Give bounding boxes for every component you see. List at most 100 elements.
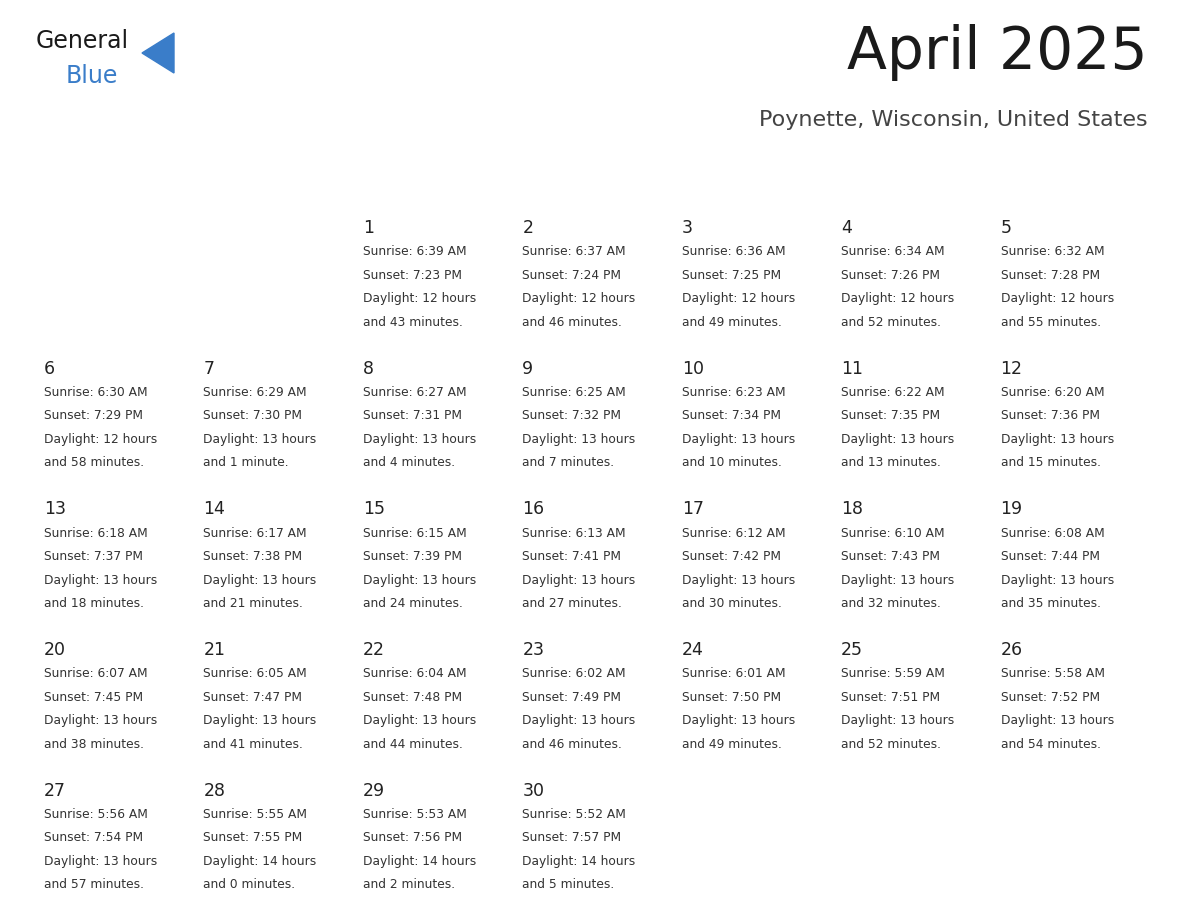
- Text: Daylight: 13 hours: Daylight: 13 hours: [362, 433, 476, 446]
- Text: Daylight: 13 hours: Daylight: 13 hours: [841, 574, 954, 587]
- Text: 2: 2: [523, 219, 533, 237]
- Text: 13: 13: [44, 500, 67, 519]
- Text: Sunset: 7:32 PM: Sunset: 7:32 PM: [523, 409, 621, 422]
- Text: and 35 minutes.: and 35 minutes.: [1000, 597, 1100, 610]
- Text: Sunrise: 6:34 AM: Sunrise: 6:34 AM: [841, 245, 944, 258]
- Text: Sunset: 7:34 PM: Sunset: 7:34 PM: [682, 409, 781, 422]
- Text: Daylight: 13 hours: Daylight: 13 hours: [362, 714, 476, 727]
- Text: Tuesday: Tuesday: [366, 174, 440, 188]
- Text: Daylight: 13 hours: Daylight: 13 hours: [203, 714, 317, 727]
- Text: 20: 20: [44, 641, 67, 659]
- Text: Daylight: 14 hours: Daylight: 14 hours: [523, 855, 636, 868]
- Text: 9: 9: [523, 360, 533, 378]
- Text: and 54 minutes.: and 54 minutes.: [1000, 738, 1100, 751]
- Text: Daylight: 13 hours: Daylight: 13 hours: [44, 855, 157, 868]
- Text: Sunset: 7:26 PM: Sunset: 7:26 PM: [841, 269, 940, 282]
- Text: Daylight: 13 hours: Daylight: 13 hours: [841, 714, 954, 727]
- Text: Daylight: 12 hours: Daylight: 12 hours: [841, 292, 954, 306]
- Text: and 52 minutes.: and 52 minutes.: [841, 738, 941, 751]
- Text: Sunrise: 6:07 AM: Sunrise: 6:07 AM: [44, 667, 147, 680]
- Text: Daylight: 13 hours: Daylight: 13 hours: [362, 574, 476, 587]
- Text: Sunrise: 6:25 AM: Sunrise: 6:25 AM: [523, 386, 626, 399]
- Text: Daylight: 13 hours: Daylight: 13 hours: [203, 574, 317, 587]
- Text: Sunrise: 6:13 AM: Sunrise: 6:13 AM: [523, 527, 626, 540]
- Text: 5: 5: [1000, 219, 1011, 237]
- Text: Sunrise: 6:08 AM: Sunrise: 6:08 AM: [1000, 527, 1105, 540]
- Text: 7: 7: [203, 360, 214, 378]
- Text: 3: 3: [682, 219, 693, 237]
- Text: Sunrise: 6:01 AM: Sunrise: 6:01 AM: [682, 667, 785, 680]
- Text: and 52 minutes.: and 52 minutes.: [841, 316, 941, 329]
- Text: Sunrise: 6:36 AM: Sunrise: 6:36 AM: [682, 245, 785, 258]
- Text: and 4 minutes.: and 4 minutes.: [362, 456, 455, 469]
- Text: Sunset: 7:51 PM: Sunset: 7:51 PM: [841, 690, 940, 704]
- Text: 12: 12: [1000, 360, 1023, 378]
- Text: 27: 27: [44, 781, 67, 800]
- Text: and 58 minutes.: and 58 minutes.: [44, 456, 144, 469]
- Text: Sunset: 7:45 PM: Sunset: 7:45 PM: [44, 690, 143, 704]
- Text: Daylight: 14 hours: Daylight: 14 hours: [203, 855, 317, 868]
- Text: Daylight: 12 hours: Daylight: 12 hours: [682, 292, 795, 306]
- Text: Sunrise: 6:17 AM: Sunrise: 6:17 AM: [203, 527, 307, 540]
- Polygon shape: [143, 33, 173, 73]
- Text: Sunset: 7:38 PM: Sunset: 7:38 PM: [203, 550, 303, 563]
- Text: Sunset: 7:48 PM: Sunset: 7:48 PM: [362, 690, 462, 704]
- Text: Sunrise: 6:05 AM: Sunrise: 6:05 AM: [203, 667, 308, 680]
- Text: Daylight: 13 hours: Daylight: 13 hours: [44, 714, 157, 727]
- Text: 22: 22: [362, 641, 385, 659]
- Text: Sunrise: 5:55 AM: Sunrise: 5:55 AM: [203, 808, 308, 821]
- Text: Daylight: 12 hours: Daylight: 12 hours: [44, 433, 157, 446]
- Text: and 0 minutes.: and 0 minutes.: [203, 879, 296, 891]
- Text: Daylight: 14 hours: Daylight: 14 hours: [362, 855, 476, 868]
- Text: 30: 30: [523, 781, 544, 800]
- Text: Daylight: 13 hours: Daylight: 13 hours: [682, 433, 795, 446]
- Text: and 1 minute.: and 1 minute.: [203, 456, 289, 469]
- Text: Sunday: Sunday: [48, 174, 114, 188]
- Text: and 46 minutes.: and 46 minutes.: [523, 738, 623, 751]
- Text: Sunset: 7:42 PM: Sunset: 7:42 PM: [682, 550, 781, 563]
- Text: Sunset: 7:50 PM: Sunset: 7:50 PM: [682, 690, 781, 704]
- Text: General: General: [36, 29, 129, 53]
- Text: Daylight: 13 hours: Daylight: 13 hours: [1000, 433, 1114, 446]
- Text: Sunrise: 6:39 AM: Sunrise: 6:39 AM: [362, 245, 467, 258]
- Text: Sunrise: 6:12 AM: Sunrise: 6:12 AM: [682, 527, 785, 540]
- Text: Sunset: 7:56 PM: Sunset: 7:56 PM: [362, 832, 462, 845]
- Text: Sunrise: 6:37 AM: Sunrise: 6:37 AM: [523, 245, 626, 258]
- Text: Sunset: 7:41 PM: Sunset: 7:41 PM: [523, 550, 621, 563]
- Text: 6: 6: [44, 360, 55, 378]
- Text: Sunset: 7:29 PM: Sunset: 7:29 PM: [44, 409, 143, 422]
- Text: Sunrise: 5:53 AM: Sunrise: 5:53 AM: [362, 808, 467, 821]
- Text: 29: 29: [362, 781, 385, 800]
- Text: Sunset: 7:39 PM: Sunset: 7:39 PM: [362, 550, 462, 563]
- Text: 14: 14: [203, 500, 226, 519]
- Text: Sunrise: 6:22 AM: Sunrise: 6:22 AM: [841, 386, 944, 399]
- Text: 11: 11: [841, 360, 864, 378]
- Text: Blue: Blue: [67, 64, 119, 88]
- Text: Sunrise: 6:29 AM: Sunrise: 6:29 AM: [203, 386, 307, 399]
- Text: 28: 28: [203, 781, 226, 800]
- Text: 4: 4: [841, 219, 852, 237]
- Text: Sunrise: 5:56 AM: Sunrise: 5:56 AM: [44, 808, 147, 821]
- Text: and 10 minutes.: and 10 minutes.: [682, 456, 782, 469]
- Text: Sunrise: 6:23 AM: Sunrise: 6:23 AM: [682, 386, 785, 399]
- Text: Sunrise: 6:30 AM: Sunrise: 6:30 AM: [44, 386, 147, 399]
- Text: Sunrise: 6:10 AM: Sunrise: 6:10 AM: [841, 527, 944, 540]
- Text: and 49 minutes.: and 49 minutes.: [682, 738, 782, 751]
- Text: Sunrise: 5:52 AM: Sunrise: 5:52 AM: [523, 808, 626, 821]
- Text: Sunset: 7:52 PM: Sunset: 7:52 PM: [1000, 690, 1100, 704]
- Text: and 57 minutes.: and 57 minutes.: [44, 879, 144, 891]
- Text: 15: 15: [362, 500, 385, 519]
- Text: Poynette, Wisconsin, United States: Poynette, Wisconsin, United States: [759, 110, 1148, 130]
- Text: 8: 8: [362, 360, 374, 378]
- Text: Sunrise: 6:02 AM: Sunrise: 6:02 AM: [523, 667, 626, 680]
- Text: 25: 25: [841, 641, 864, 659]
- Text: Sunset: 7:54 PM: Sunset: 7:54 PM: [44, 832, 143, 845]
- Text: and 44 minutes.: and 44 minutes.: [362, 738, 462, 751]
- Text: and 38 minutes.: and 38 minutes.: [44, 738, 144, 751]
- Text: Sunrise: 5:59 AM: Sunrise: 5:59 AM: [841, 667, 944, 680]
- Text: and 2 minutes.: and 2 minutes.: [362, 879, 455, 891]
- Text: Thursday: Thursday: [684, 174, 769, 188]
- Text: and 30 minutes.: and 30 minutes.: [682, 597, 782, 610]
- Text: Sunset: 7:43 PM: Sunset: 7:43 PM: [841, 550, 940, 563]
- Text: Sunrise: 6:04 AM: Sunrise: 6:04 AM: [362, 667, 467, 680]
